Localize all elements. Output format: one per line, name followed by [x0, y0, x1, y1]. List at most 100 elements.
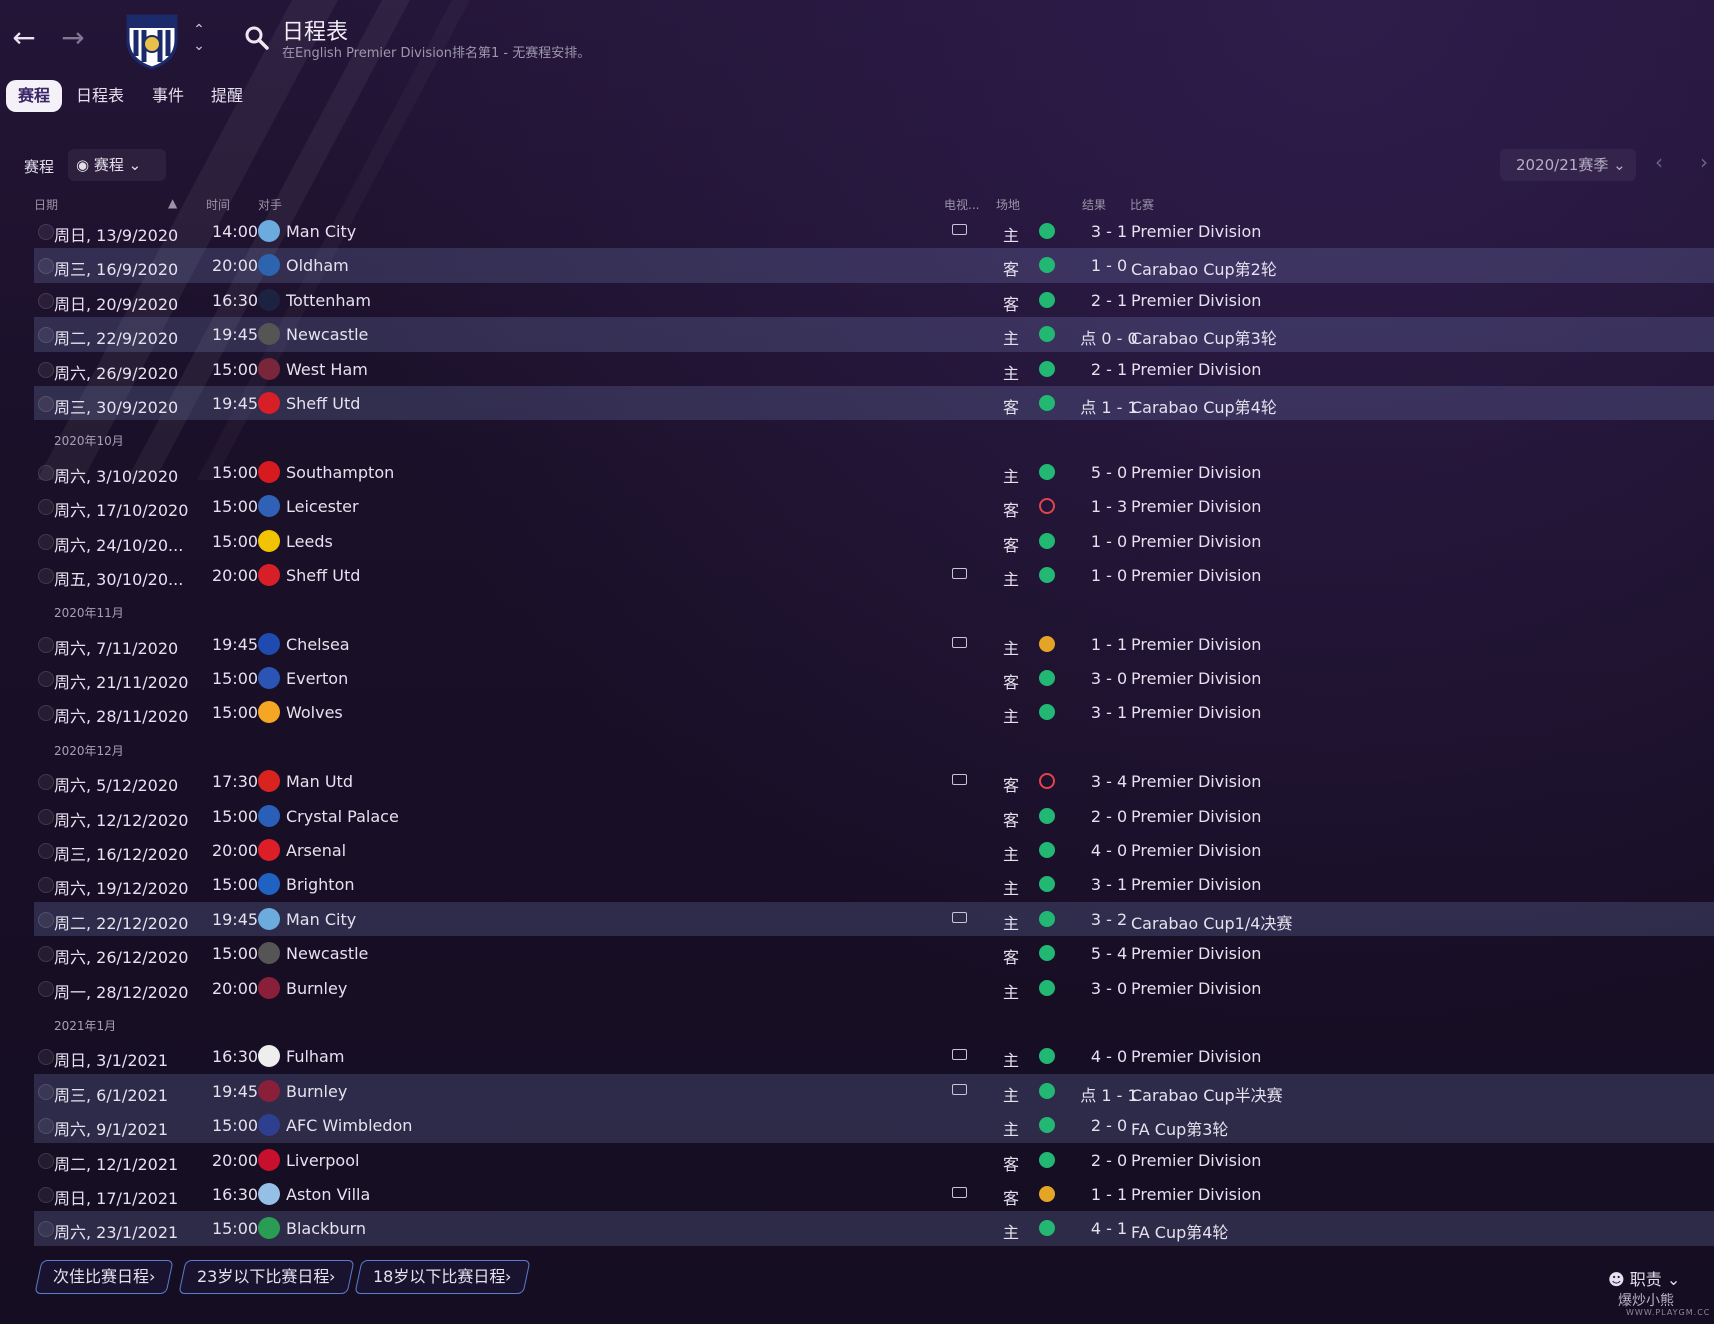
prev-season-icon[interactable]: ‹	[1655, 150, 1663, 174]
opponent-name[interactable]: Fulham	[286, 1047, 345, 1067]
row-select-checkbox[interactable]	[38, 258, 54, 275]
opponent-name[interactable]: AFC Wimbledon	[286, 1116, 413, 1136]
fixture-row[interactable]: 周日, 20/9/2020 16:30 Tottenham 客 2 - 1 Premier…	[34, 283, 1714, 317]
sort-up-icon[interactable]: ▲	[168, 196, 178, 210]
fixture-competition[interactable]: Premier Division	[1131, 462, 1262, 482]
fixture-score[interactable]: 1 - 0	[1090, 531, 1128, 551]
fixture-row[interactable]: 周六, 24/10/20... 15:00 Leeds 客 1 - 0 Premier D…	[34, 524, 1714, 558]
opponent-crest-icon[interactable]	[258, 804, 280, 827]
fixture-competition[interactable]: Carabao Cup1/4决赛	[1131, 913, 1293, 933]
season-dropdown[interactable]: 2020/21赛季 ⌄	[1500, 149, 1636, 181]
fixture-score[interactable]: 3 - 2	[1090, 909, 1128, 929]
fixture-row[interactable]: 周五, 30/10/20... 20:00 Sheff Utd 主 1 - 0 Premi…	[34, 558, 1714, 592]
fixture-score[interactable]: 1 - 0	[1090, 565, 1128, 585]
fixture-row[interactable]: 周三, 16/9/2020 20:00 Oldham 客 1 - 0 Carabao Cu…	[34, 248, 1714, 283]
opponent-name[interactable]: Tottenham	[286, 290, 371, 310]
fixture-competition[interactable]: Premier Division	[1131, 875, 1262, 895]
fixture-row[interactable]: 周二, 22/12/2020 19:45 Man City 主 3 - 2 Carabao…	[34, 901, 1714, 937]
row-select-checkbox[interactable]	[38, 327, 54, 344]
row-select-checkbox[interactable]	[38, 636, 54, 653]
opponent-crest-icon[interactable]	[258, 529, 280, 552]
tab-reminders[interactable]: 提醒	[211, 86, 244, 105]
fixture-row[interactable]: 周六, 26/12/2020 15:00 Newcastle 客 5 - 4 Premie…	[34, 936, 1714, 970]
fixture-row[interactable]: 周日, 17/1/2021 16:30 Aston Villa 客 1 - 1 Premi…	[34, 1177, 1714, 1211]
row-select-checkbox[interactable]	[38, 567, 54, 584]
opponent-name[interactable]: Southampton	[286, 462, 395, 482]
opponent-name[interactable]: Liverpool	[286, 1150, 360, 1170]
fixture-score[interactable]: 2 - 0	[1090, 806, 1128, 826]
back-arrow-icon[interactable]: ←	[12, 21, 36, 54]
opponent-crest-icon[interactable]	[258, 839, 280, 862]
fixture-score[interactable]: 1 - 1	[1090, 634, 1128, 654]
fixture-row[interactable]: 周三, 16/12/2020 20:00 Arsenal 主 4 - 0 Premier …	[34, 833, 1714, 867]
fixture-row[interactable]: 周日, 3/1/2021 16:30 Fulham 主 4 - 0 Premier Div…	[34, 1039, 1714, 1073]
opponent-name[interactable]: Aston Villa	[286, 1184, 371, 1204]
col-header-date[interactable]: 日期	[34, 198, 59, 212]
tab-calendar[interactable]: 日程表	[76, 86, 125, 105]
fixture-row[interactable]: 周二, 22/9/2020 19:45 Newcastle 主 点 0 - 0 Carab…	[34, 317, 1714, 352]
u23-fixtures-button[interactable]: 23岁以下比赛日程 ›	[178, 1260, 355, 1294]
fixture-score[interactable]: 5 - 0	[1090, 462, 1128, 482]
search-icon[interactable]	[244, 25, 270, 51]
fixture-score[interactable]: 3 - 0	[1090, 978, 1128, 998]
fixture-score[interactable]: 点 0 - 0	[1080, 329, 1138, 349]
opponent-name[interactable]: Sheff Utd	[286, 565, 361, 585]
opponent-crest-icon[interactable]	[258, 254, 280, 277]
fixture-score[interactable]: 2 - 1	[1090, 359, 1128, 379]
opponent-name[interactable]: Crystal Palace	[286, 806, 399, 826]
row-select-checkbox[interactable]	[38, 395, 54, 412]
fixture-score[interactable]: 1 - 1	[1090, 1184, 1128, 1204]
row-select-checkbox[interactable]	[38, 1152, 54, 1169]
row-select-checkbox[interactable]	[38, 1049, 54, 1066]
opponent-name[interactable]: Newcastle	[286, 944, 369, 964]
fixture-score[interactable]: 3 - 0	[1090, 669, 1128, 689]
fixture-competition[interactable]: Carabao Cup半决赛	[1131, 1085, 1283, 1105]
u18-fixtures-button[interactable]: 18岁以下比赛日程 ›	[354, 1260, 531, 1294]
row-select-checkbox[interactable]	[38, 946, 54, 963]
opponent-name[interactable]: Brighton	[286, 875, 355, 895]
col-header-time[interactable]: 时间	[206, 198, 231, 212]
opponent-crest-icon[interactable]	[258, 632, 280, 655]
opponent-crest-icon[interactable]	[258, 942, 280, 965]
fixture-competition[interactable]: Carabao Cup第3轮	[1131, 329, 1277, 349]
row-select-checkbox[interactable]	[38, 911, 54, 928]
fixture-competition[interactable]: Premier Division	[1131, 565, 1262, 585]
fixture-score[interactable]: 点 1 - 1	[1080, 397, 1138, 417]
opponent-crest-icon[interactable]	[258, 391, 280, 414]
fixtures-filter-dropdown[interactable]: ◉ 赛程 ⌄	[68, 149, 166, 181]
fixture-score[interactable]: 3 - 1	[1090, 222, 1128, 241]
opponent-name[interactable]: Man City	[286, 909, 357, 929]
fixture-score[interactable]: 1 - 0	[1090, 256, 1128, 276]
fixture-competition[interactable]: Premier Division	[1131, 290, 1262, 310]
opponent-name[interactable]: Oldham	[286, 256, 349, 276]
fixture-row[interactable]: 周六, 21/11/2020 15:00 Everton 客 3 - 0 Premier …	[34, 661, 1714, 695]
opponent-crest-icon[interactable]	[258, 563, 280, 586]
tab-fixtures[interactable]: 赛程	[6, 80, 63, 112]
fixture-row[interactable]: 周三, 30/9/2020 19:45 Sheff Utd 客 点 1 - 1 Carab…	[34, 385, 1714, 421]
fixture-row[interactable]: 周六, 9/1/2021 15:00 AFC Wimbledon 主 2 - 0 FA C…	[34, 1108, 1714, 1143]
fixture-row[interactable]: 周三, 6/1/2021 19:45 Burnley 主 点 1 - 1 Carabao …	[34, 1073, 1714, 1109]
fixture-competition[interactable]: Premier Division	[1131, 1184, 1262, 1204]
opponent-crest-icon[interactable]	[258, 357, 280, 380]
fixture-score[interactable]: 3 - 4	[1090, 772, 1128, 792]
opponent-name[interactable]: West Ham	[286, 359, 368, 379]
fixture-competition[interactable]: Premier Division	[1131, 806, 1262, 826]
fixture-competition[interactable]: Premier Division	[1131, 531, 1262, 551]
row-select-checkbox[interactable]	[38, 1186, 54, 1203]
fixture-score[interactable]: 1 - 3	[1090, 497, 1128, 517]
fixture-score[interactable]: 4 - 0	[1090, 841, 1128, 861]
opponent-crest-icon[interactable]	[258, 907, 280, 930]
fixture-score[interactable]: 2 - 1	[1090, 290, 1128, 310]
fixture-row[interactable]: 周六, 19/12/2020 15:00 Brighton 主 3 - 1 Premier…	[34, 867, 1714, 901]
opponent-name[interactable]: Blackburn	[286, 1219, 367, 1239]
opponent-name[interactable]: Man Utd	[286, 772, 353, 792]
opponent-crest-icon[interactable]	[258, 1182, 280, 1205]
opponent-crest-icon[interactable]	[258, 495, 280, 518]
opponent-name[interactable]: Arsenal	[286, 841, 347, 861]
opponent-crest-icon[interactable]	[258, 976, 280, 999]
opponent-crest-icon[interactable]	[258, 460, 280, 483]
opponent-crest-icon[interactable]	[258, 1079, 280, 1102]
fixture-competition[interactable]: Premier Division	[1131, 1047, 1262, 1067]
opponent-name[interactable]: Newcastle	[286, 325, 369, 345]
opponent-name[interactable]: Everton	[286, 669, 349, 689]
